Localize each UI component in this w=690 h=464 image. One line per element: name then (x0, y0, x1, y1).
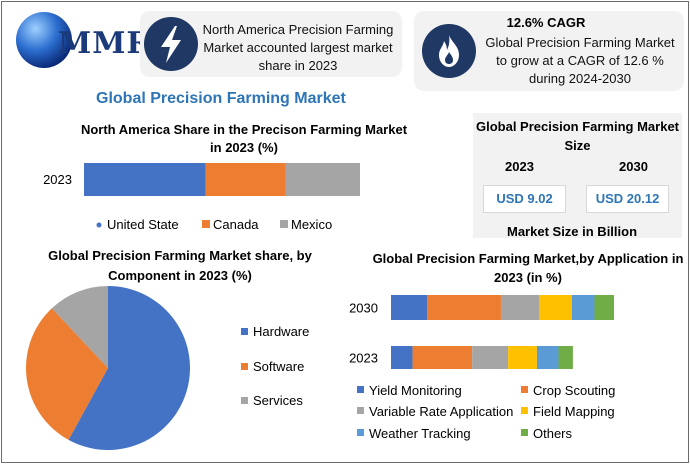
na-legend-marker-united-state (96, 222, 102, 228)
pie-slice-hardware (68, 286, 190, 450)
north-america-chart-title: North America Share in the Precison Farm… (80, 122, 408, 155)
flame-icon (422, 24, 476, 78)
pie-legend-label-hardware: Hardware (253, 324, 309, 339)
na-legend-marker-canada (202, 220, 210, 228)
app-bar-2030-others (594, 295, 614, 320)
app-bar-2030-yield-monitoring (391, 295, 427, 320)
pie-legend-label-software: Software (253, 359, 304, 374)
app-legend-marker-weather-tracking (357, 429, 364, 436)
market-size-title: Global Precision Farming Market Size (476, 119, 679, 153)
app-bar-2030-crop-scouting (426, 295, 501, 320)
na-legend-label-united-state: United State (107, 217, 179, 232)
cagr-banner: 12.6% CAGR Global Precision Farming Mark… (414, 11, 684, 91)
pie-slice-software (25, 308, 108, 440)
logo-text: MMR (58, 26, 153, 61)
app-bar-2030-variable-rate-application (500, 295, 539, 320)
cagr-banner-text: Global Precision Farming Market to grow … (485, 35, 675, 86)
na-category-label: 2023 (43, 172, 72, 187)
na-bar-united-state (84, 163, 206, 196)
market-size-footer: Market Size in Billion (507, 224, 638, 239)
na-legend-label-mexico: Mexico (291, 217, 332, 232)
app-legend-marker-crop-scouting (521, 386, 528, 393)
component-chart-title: Global Precision Farming Market share, b… (48, 248, 312, 283)
market-size-year-2023: 2023 (505, 159, 534, 174)
cagr-headline: 12.6% CAGR (506, 15, 586, 30)
market-size-value-2023: USD 9.02 (483, 185, 566, 213)
app-legend-label-weather-tracking: Weather Tracking (369, 426, 471, 441)
application-chart-title: Global Precision Farming Market,by Appli… (372, 251, 684, 285)
market-size-panel: Global Precision Farming Market Size 202… (473, 113, 682, 239)
app-category-label-2023: 2023 (349, 351, 378, 366)
app-legend-label-field-mapping: Field Mapping (533, 404, 615, 419)
app-category-label-2030: 2030 (349, 301, 378, 316)
globe-icon (16, 12, 72, 68)
na-bar-mexico (285, 163, 360, 196)
app-bar-2023-variable-rate-application (472, 346, 509, 369)
pie-slice-services (51, 286, 108, 368)
lightning-bolt-icon (144, 17, 198, 71)
app-legend-marker-others (521, 429, 528, 436)
app-legend-label-variable-rate-application: Variable Rate Application (369, 404, 513, 419)
app-bar-2030-weather-tracking (571, 295, 595, 320)
app-bar-2023-weather-tracking (536, 346, 559, 369)
app-bar-2023-crop-scouting (412, 346, 473, 369)
app-legend-marker-yield-monitoring (357, 386, 364, 393)
market-size-year-2030: 2030 (619, 159, 648, 174)
na-legend-label-canada: Canada (213, 217, 259, 232)
market-size-value-2030: USD 20.12 (586, 185, 669, 213)
pie-legend-marker-software (241, 363, 248, 370)
pie-legend-marker-hardware (241, 328, 248, 335)
pie-legend-marker-services (241, 397, 248, 404)
app-legend-label-crop-scouting: Crop Scouting (533, 383, 615, 398)
north-america-banner-text: North America Precision Farming Market a… (202, 22, 394, 73)
app-bar-2023-field-mapping (508, 346, 537, 369)
app-bar-2030-field-mapping (538, 295, 572, 320)
app-bar-2023-others (558, 346, 573, 369)
pie-legend-label-services: Services (253, 393, 303, 408)
na-bar-canada (205, 163, 286, 196)
na-legend-marker-mexico (280, 220, 288, 228)
app-legend-label-others: Others (533, 426, 573, 441)
app-legend-label-yield-monitoring: Yield Monitoring (369, 383, 462, 398)
app-bar-2023-yield-monitoring (391, 346, 413, 369)
north-america-banner: North America Precision Farming Market a… (140, 11, 402, 77)
app-legend-marker-variable-rate-application (357, 407, 364, 414)
page-title: Global Precision Farming Market (96, 90, 346, 107)
app-legend-marker-field-mapping (521, 407, 528, 414)
mmr-logo: MMR (10, 10, 151, 70)
